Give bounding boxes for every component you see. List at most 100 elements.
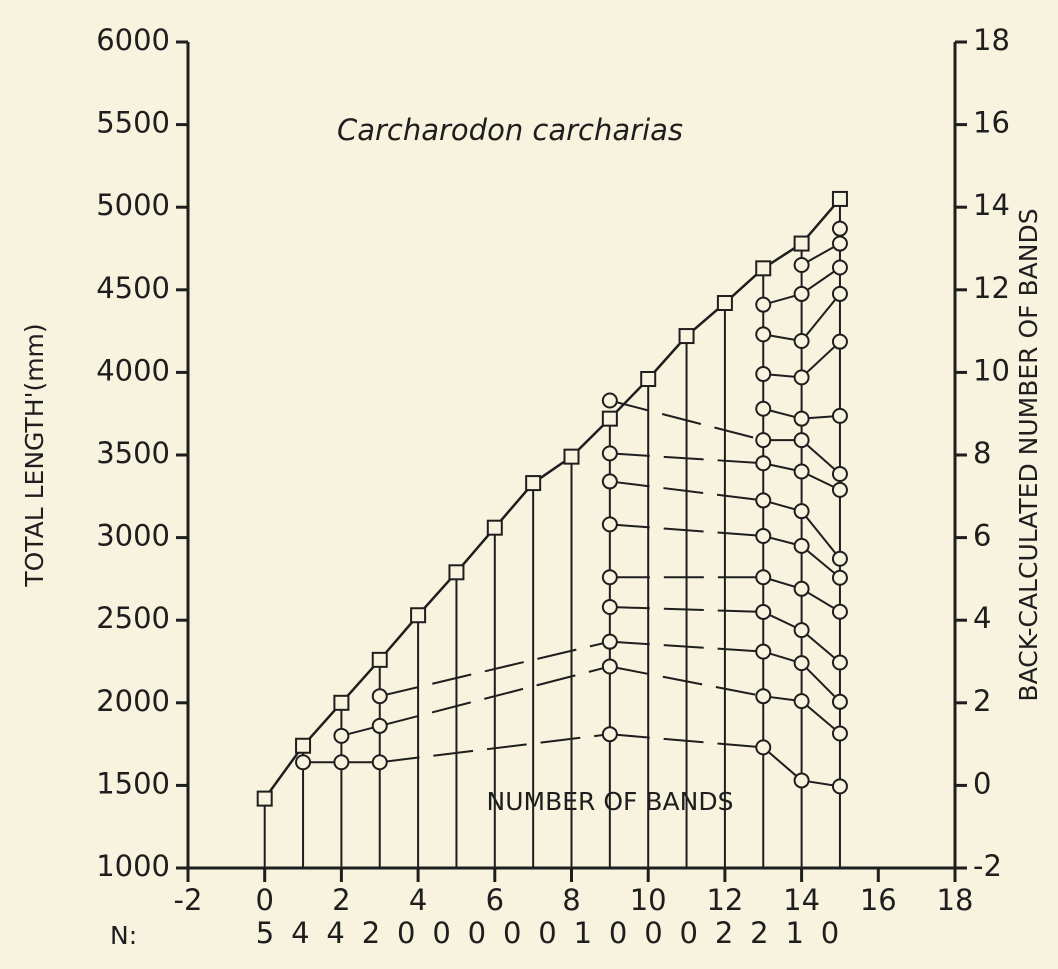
observed-line xyxy=(263,198,841,800)
growth-connector xyxy=(800,510,841,560)
x-tick-label: 8 xyxy=(562,883,580,917)
back-calculated-point xyxy=(601,633,618,650)
n-value: 0 xyxy=(468,916,486,950)
back-calculated-point xyxy=(755,326,772,343)
growth-connector xyxy=(800,340,841,379)
back-calculated-point xyxy=(755,432,772,449)
y-tick-label: 2000 xyxy=(96,684,170,718)
back-calculated-point xyxy=(755,643,772,660)
back-calculated-point xyxy=(755,739,772,756)
back-calculated-point xyxy=(793,257,810,274)
back-calculated-point xyxy=(601,473,618,490)
x-tick-label: 2 xyxy=(332,883,350,917)
y-tick-label: 4000 xyxy=(96,353,170,387)
back-calculated-point xyxy=(793,772,810,789)
observed-point xyxy=(333,694,350,711)
growth-connector xyxy=(609,733,764,749)
y2-tick-label: 4 xyxy=(973,601,991,635)
growth-connector xyxy=(609,523,764,537)
back-calculated-point xyxy=(601,598,618,615)
x-tick-label: 12 xyxy=(706,883,743,917)
back-calculated-point xyxy=(333,727,350,744)
growth-connector xyxy=(800,439,841,475)
y2-tick-label: 18 xyxy=(973,23,1010,57)
growth-connector xyxy=(762,746,803,782)
back-calculated-point xyxy=(831,603,848,620)
growth-connector xyxy=(609,640,764,653)
y-tick-label: 4500 xyxy=(96,271,170,305)
n-value: 2 xyxy=(715,916,733,950)
growth-connector xyxy=(379,665,611,727)
back-calculated-point xyxy=(831,693,848,710)
growth-connector xyxy=(800,629,841,664)
back-calculated-point xyxy=(793,333,810,350)
n-value: 2 xyxy=(362,916,380,950)
n-value: 0 xyxy=(503,916,521,950)
observed-point xyxy=(716,295,733,312)
n-value: 0 xyxy=(680,916,698,950)
back-calculated-point xyxy=(831,465,848,482)
y2-tick-label: 8 xyxy=(973,436,991,470)
back-calculated-point xyxy=(831,725,848,742)
back-calculated-point xyxy=(793,410,810,427)
y-tick-label: 1000 xyxy=(96,849,170,883)
n-value: 0 xyxy=(397,916,415,950)
back-calculated-point xyxy=(831,235,848,252)
back-calculated-point xyxy=(601,726,618,743)
back-calculated-point xyxy=(793,432,810,449)
back-calculated-point xyxy=(831,481,848,498)
back-calculated-point xyxy=(333,754,350,771)
back-calculated-point xyxy=(793,369,810,386)
x-tick-label: 6 xyxy=(486,883,504,917)
growth-connector xyxy=(609,452,764,465)
n-label: N: xyxy=(110,921,137,950)
back-calculated-point xyxy=(755,366,772,383)
y-tick-label: 3500 xyxy=(96,436,170,470)
back-calculated-point xyxy=(755,296,772,313)
back-calculated-point xyxy=(793,503,810,520)
growth-connector xyxy=(379,733,610,764)
back-calculated-point xyxy=(831,259,848,276)
observed-point xyxy=(601,410,618,427)
observed-point xyxy=(640,371,657,388)
back-calculated-point xyxy=(793,693,810,710)
x-tick-label: 14 xyxy=(783,883,820,917)
y-tick-label: 6000 xyxy=(96,23,170,57)
x-tick-label: 10 xyxy=(630,883,667,917)
back-calculated-point xyxy=(755,688,772,705)
y-tick-label: 5000 xyxy=(96,188,170,222)
observed-point xyxy=(295,737,312,754)
y2-tick-label: 6 xyxy=(973,519,991,553)
n-value: 5 xyxy=(256,916,274,950)
y-tick-label: 1500 xyxy=(96,766,170,800)
n-value: 0 xyxy=(609,916,627,950)
observed-point xyxy=(678,328,695,345)
back-calculated-point xyxy=(371,688,388,705)
growth-connector xyxy=(609,480,764,502)
back-calculated-point xyxy=(755,569,772,586)
n-value: 0 xyxy=(644,916,662,950)
back-calculated-point xyxy=(755,527,772,544)
back-calculated-point xyxy=(793,285,810,302)
observed-point xyxy=(486,519,503,536)
back-calculated-point xyxy=(755,492,772,509)
y2-tick-label: 0 xyxy=(973,766,991,800)
back-calculated-point xyxy=(831,654,848,671)
growth-connector xyxy=(609,399,764,442)
y-tick-label: 5500 xyxy=(96,106,170,140)
back-calculated-point xyxy=(831,220,848,237)
n-value: 0 xyxy=(538,916,556,950)
growth-connector xyxy=(609,605,764,613)
growth-connector xyxy=(609,665,764,698)
back-calculated-point xyxy=(755,603,772,620)
y-tick-label: 3000 xyxy=(96,519,170,553)
back-calculated-point xyxy=(601,392,618,409)
chart-title: Carcharodon carcharias xyxy=(337,113,683,147)
observed-point xyxy=(410,607,427,624)
back-calculated-point xyxy=(601,445,618,462)
x-tick-label: 4 xyxy=(409,883,427,917)
n-value: 0 xyxy=(821,916,839,950)
y2-tick-label: 14 xyxy=(973,188,1010,222)
growth-connector xyxy=(800,545,841,579)
